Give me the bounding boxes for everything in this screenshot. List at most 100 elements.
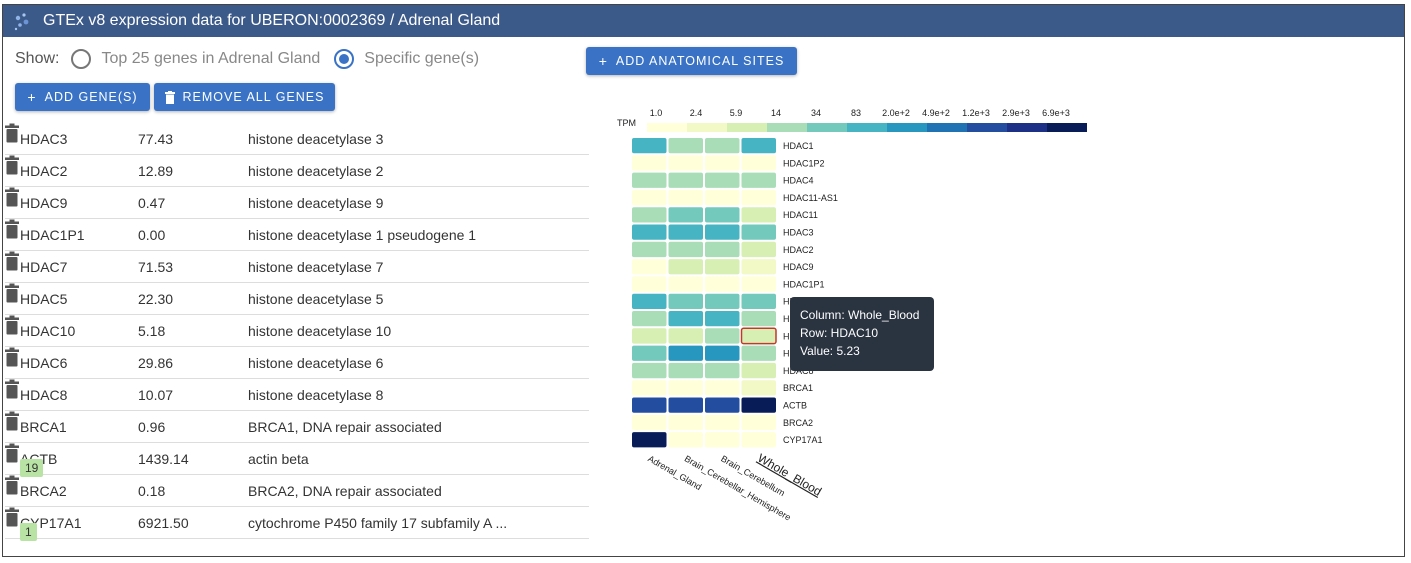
trash-icon[interactable] [5, 475, 19, 495]
heatmap-cell [705, 259, 740, 275]
trash-icon[interactable] [5, 187, 19, 207]
page-title: GTEx v8 expression data for UBERON:00023… [43, 12, 501, 29]
gene-tpm: 0.47 [138, 195, 166, 211]
legend-swatch [647, 123, 687, 132]
heatmap-tooltip: Column: Whole_Blood Row: HDAC10 Value: 5… [790, 297, 934, 371]
heatmap-cell [741, 189, 776, 206]
tooltip-column: Column: Whole_Blood [800, 308, 920, 322]
trash-icon[interactable] [5, 283, 19, 303]
trash-icon[interactable] [5, 251, 19, 271]
heatmap-cell [668, 276, 703, 292]
heatmap-row-label: HDAC3 [783, 228, 814, 238]
heatmap-cell [741, 207, 776, 223]
legend-swatch [1047, 123, 1087, 132]
heatmap-cell [705, 207, 740, 223]
radio-specific-genes-label[interactable]: Specific gene(s) [364, 50, 480, 67]
heatmap-cell [668, 155, 703, 171]
heatmap-cell [668, 224, 703, 240]
title-bar: GTEx v8 expression data for UBERON:00023… [3, 5, 1404, 37]
radio-top-genes[interactable] [71, 49, 92, 69]
heatmap-cell [705, 362, 740, 379]
heatmap-cell [632, 328, 667, 344]
radio-specific-genes[interactable] [334, 49, 355, 69]
show-options: Show: Top 25 genes in Adrenal Gland Spec… [15, 49, 485, 69]
show-label: Show: [15, 50, 60, 67]
legend-swatch [927, 123, 967, 132]
legend-tick-label: 5.9 [730, 108, 743, 118]
heatmap-cell [705, 138, 740, 154]
gene-description: histone deacetylase 9 [248, 195, 384, 211]
heatmap-row-label: BRCA1 [783, 383, 813, 393]
heatmap-cell [705, 224, 740, 240]
heatmap-cell [741, 362, 776, 379]
heatmap-row-label: CYP17A1 [783, 435, 823, 445]
heatmap-row-label: HDAC1P2 [783, 158, 825, 168]
gene-symbol-text: HDAC8 [20, 387, 68, 403]
gene-description: histone deacetylase 7 [248, 259, 384, 275]
table-row: HDAC3 77.43 histone deacetylase 3 [5, 123, 589, 155]
trash-icon[interactable] [5, 347, 19, 367]
legend-swatch [807, 123, 847, 132]
gene-tpm: 22.30 [138, 291, 174, 307]
add-anatomical-sites-label: ADD ANATOMICAL SITES [615, 54, 785, 68]
heatmap-cell [705, 432, 740, 448]
remove-all-genes-button[interactable]: REMOVE ALL GENES [154, 83, 335, 111]
gene-symbol: HDAC9 [20, 195, 67, 211]
tooltip-row: Row: HDAC10 [800, 326, 879, 340]
heatmap-cell [632, 155, 667, 171]
gene-description: histone deacetylase 1 pseudogene 1 [248, 227, 477, 243]
trash-icon[interactable] [5, 123, 19, 143]
heatmap-row-label: HDAC1P1 [783, 279, 825, 289]
heatmap-cell [705, 293, 740, 309]
heatmap-cell [741, 172, 776, 188]
table-row: HDAC7 71.53 histone deacetylase 7 [5, 251, 589, 283]
heatmap-cell [632, 172, 667, 188]
heatmap-cell [632, 276, 667, 292]
heatmap-cell [668, 259, 703, 275]
heatmap-cell [741, 259, 776, 275]
trash-icon[interactable] [5, 379, 19, 399]
gene-tpm: 0.00 [138, 227, 166, 243]
heatmap-cell [632, 414, 667, 431]
heatmap-cell [741, 224, 776, 240]
radio-top-genes-label[interactable]: Top 25 genes in Adrenal Gland [101, 50, 321, 67]
gene-description: cytochrome P450 family 17 subfamily A ..… [248, 515, 508, 531]
heatmap-cell [705, 414, 740, 431]
legend-swatch [967, 123, 1007, 132]
heatmap-cell [705, 345, 740, 361]
trash-icon[interactable] [5, 411, 19, 431]
heatmap-cell [668, 189, 703, 206]
gene-description: histone deacetylase 8 [248, 387, 384, 403]
add-genes-label: ADD GENE(S) [44, 90, 138, 104]
gene-symbol: HDAC1P1 [20, 227, 85, 243]
gene-tpm: 6921.50 [138, 515, 189, 531]
heatmap-cell [741, 293, 776, 309]
heatmap-cell [632, 138, 667, 154]
trash-icon[interactable] [5, 315, 19, 335]
heatmap-cell [705, 189, 740, 206]
heatmap-cell [632, 293, 667, 309]
gene-tpm: 12.89 [138, 163, 174, 179]
trash-icon[interactable] [5, 507, 19, 527]
heatmap-cell [705, 380, 740, 396]
trash-icon[interactable] [5, 443, 19, 463]
gene-description: histone deacetylase 10 [248, 323, 392, 339]
heatmap-cell [632, 207, 667, 223]
heatmap-cell [705, 328, 740, 344]
heatmap-cell [668, 293, 703, 309]
heatmap-cell [632, 189, 667, 206]
heatmap-cell [668, 345, 703, 361]
add-anatomical-sites-button[interactable]: + ADD ANATOMICAL SITES [586, 47, 797, 75]
trash-icon[interactable] [5, 219, 19, 239]
gene-symbol-text: BRCA1 [20, 419, 67, 435]
add-genes-button[interactable]: + ADD GENE(S) [15, 83, 150, 111]
table-row: HDAC5 22.30 histone deacetylase 5 [5, 283, 589, 315]
table-row: HDAC10 5.18 histone deacetylase 10 [5, 315, 589, 347]
gene-tpm: 0.96 [138, 419, 166, 435]
heatmap-cell [741, 138, 776, 154]
trash-icon[interactable] [5, 155, 19, 175]
gene-tpm: 10.07 [138, 387, 174, 403]
legend-swatch [727, 123, 767, 132]
gene-tpm: 1439.14 [138, 451, 189, 467]
heatmap-cell [632, 345, 667, 361]
